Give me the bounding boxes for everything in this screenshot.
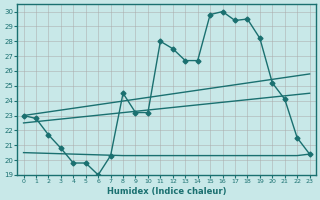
X-axis label: Humidex (Indice chaleur): Humidex (Indice chaleur) [107, 187, 226, 196]
